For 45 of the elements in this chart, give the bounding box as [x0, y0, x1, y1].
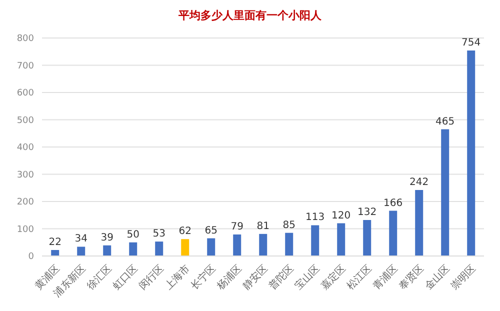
- data-label: 62: [178, 226, 192, 238]
- bar: [363, 220, 372, 256]
- chart-title: 平均多少人里面有一个小阳人: [178, 8, 322, 24]
- bar: [441, 129, 450, 256]
- bar: [337, 223, 346, 256]
- bar: [285, 232, 294, 256]
- data-label: 65: [204, 225, 218, 236]
- bar: [207, 238, 216, 256]
- data-label: 166: [384, 198, 403, 209]
- data-label: 465: [436, 116, 455, 128]
- y-tick-label: 100: [16, 224, 34, 235]
- y-tick-label: 500: [16, 116, 34, 126]
- bar: [155, 242, 164, 256]
- y-tick-label: 600: [16, 88, 34, 99]
- data-label: 22: [48, 237, 62, 248]
- y-tick-label: 0: [28, 252, 34, 262]
- x-tick-label: 宝山区: [292, 262, 322, 292]
- y-tick-label: 200: [16, 198, 34, 208]
- y-tick-label: 800: [16, 34, 34, 44]
- data-label: 754: [462, 38, 481, 49]
- data-label: 53: [152, 228, 166, 240]
- data-label: 132: [358, 207, 377, 218]
- bar: [259, 234, 268, 256]
- bar: [311, 225, 320, 256]
- data-label: 113: [306, 212, 325, 224]
- bar: [233, 234, 242, 256]
- bar: [389, 210, 398, 256]
- bar: [77, 246, 86, 256]
- bar: [181, 239, 190, 256]
- data-label: 120: [332, 210, 351, 222]
- bar: [467, 50, 476, 256]
- bar: [103, 245, 112, 256]
- y-tick-label: 300: [16, 170, 34, 180]
- bar: [129, 242, 138, 256]
- data-label: 34: [74, 234, 88, 245]
- data-label: 39: [100, 232, 114, 244]
- data-label: 79: [230, 221, 244, 232]
- data-label: 85: [282, 220, 296, 231]
- y-tick-label: 400: [16, 143, 34, 154]
- bar: [415, 190, 424, 256]
- data-label: 81: [256, 220, 270, 232]
- data-label: 50: [126, 229, 140, 240]
- data-label: 242: [410, 177, 429, 188]
- bar: [51, 250, 60, 256]
- y-tick-label: 700: [16, 61, 34, 72]
